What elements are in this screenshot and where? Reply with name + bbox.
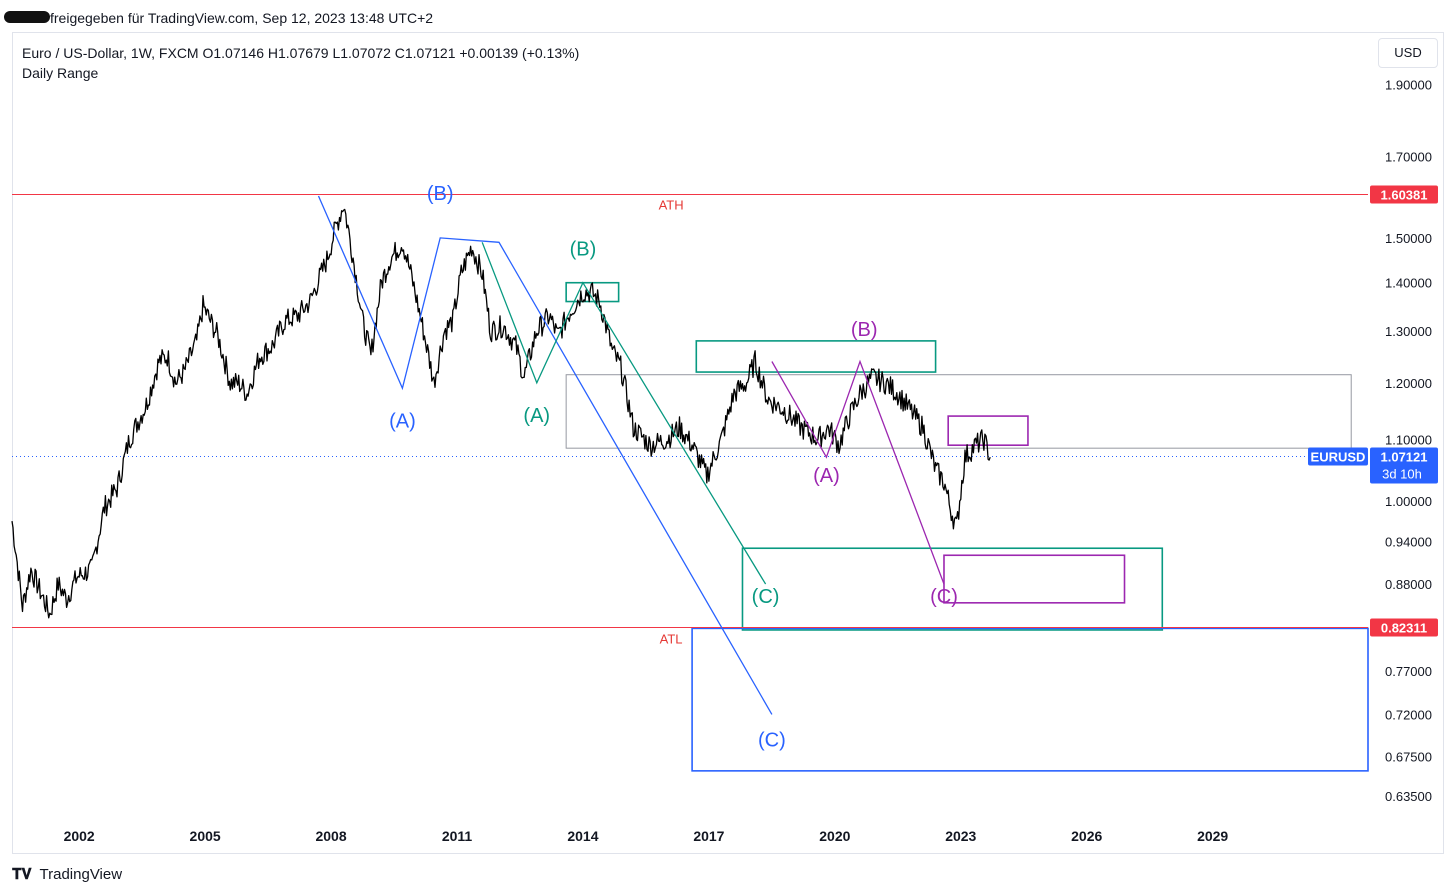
symbol-ohlc-line: Euro / US-Dollar, 1W, FXCM O1.07146 H1.0… — [22, 45, 580, 61]
level-label-atl: ATL — [660, 631, 683, 646]
wave-label-blue-1: (B) — [427, 183, 454, 205]
wave-labels-layer: (A) (B) (C) (A) (B) (C) (A) (B) (C) — [389, 183, 958, 752]
indicator-label[interactable]: Daily Range — [22, 65, 99, 81]
symbol-tag — [1308, 447, 1368, 466]
x-axis: 2002 2005 2008 2011 2014 2017 2020 2023 2026 2029 — [64, 828, 1229, 844]
price-series-layer — [11, 208, 991, 619]
x-tick-label: 2017 — [693, 828, 724, 844]
x-tick-label: 2005 — [190, 828, 221, 844]
zone-gray-0 — [565, 374, 1352, 449]
y-tick-label: 1.10000 — [1385, 432, 1432, 447]
price-tag-value: 0.82311 — [1381, 620, 1427, 635]
wave-line-blue — [317, 195, 773, 715]
brand-name: TradingView — [39, 866, 123, 883]
y-axis: 1.90000 1.70000 1.50000 1.40000 1.30000 1.200… — [1385, 77, 1432, 803]
footer-brand: 𝐓𝐕 TradingView — [12, 866, 122, 883]
x-tick-label: 2029 — [1197, 828, 1228, 844]
share-header: freigegeben für TradingView.com, Sep 12,… — [0, 0, 1456, 32]
zone-green-4 — [741, 547, 1164, 631]
levels-layer: ATH ATL — [12, 193, 1368, 646]
wave-label-green-4: (B) — [570, 238, 597, 260]
y-tick-label: 1.20000 — [1385, 376, 1432, 391]
y-tick-label: 0.63500 — [1385, 789, 1432, 804]
level-label-ath: ATH — [659, 197, 684, 212]
y-tick-label: 0.94000 — [1385, 534, 1432, 549]
y-tick-label: 0.72000 — [1385, 707, 1432, 722]
current-price-tag — [1370, 447, 1438, 484]
y-tick-label: 1.30000 — [1385, 324, 1432, 339]
zone-purple-5 — [943, 554, 1126, 604]
wave-label-green-3: (A) — [523, 405, 550, 427]
tradingview-logo-icon: 𝐓𝐕 — [12, 866, 32, 883]
y-tick-label: 0.67500 — [1385, 749, 1432, 764]
wave-label-purple-6: (A) — [813, 465, 840, 487]
price-tags-layer: 1.60381 0.82311 EURUSD 1.07121 3d 10h — [1308, 185, 1438, 637]
y-tick-label: 1.40000 — [1385, 276, 1432, 291]
y-tick-label: 0.88000 — [1385, 577, 1432, 592]
price-tag-value: 1.60381 — [1381, 187, 1428, 202]
redacted-username — [4, 11, 50, 23]
y-tick-label: 1.90000 — [1385, 77, 1432, 92]
current-price-value: 1.07121 — [1381, 449, 1428, 464]
y-tick-label: 1.00000 — [1385, 494, 1432, 509]
zone-purple-3 — [947, 415, 1029, 446]
x-tick-label: 2008 — [315, 828, 346, 844]
wave-label-blue-2: (C) — [758, 730, 786, 752]
x-tick-label: 2020 — [819, 828, 850, 844]
wave-line-green — [481, 242, 767, 585]
shared-info-text: freigegeben für TradingView.com, Sep 12,… — [50, 10, 434, 26]
zone-blue-6 — [691, 627, 1369, 772]
bar-countdown: 3d 10h — [1382, 466, 1422, 481]
y-tick-label: 1.70000 — [1385, 150, 1432, 165]
zones-layer — [565, 281, 1369, 772]
wave-label-green-5: (C) — [752, 586, 780, 608]
wave-label-purple-7: (B) — [851, 319, 878, 341]
x-tick-label: 2011 — [442, 828, 473, 844]
symbol-tag-text: EURUSD — [1311, 449, 1366, 464]
y-tick-label: 1.50000 — [1385, 231, 1432, 246]
wave-label-purple-8: (C) — [930, 586, 958, 608]
x-tick-label: 2014 — [567, 828, 598, 844]
chart-legend: Euro / US-Dollar, 1W, FXCM O1.07146 H1.0… — [22, 43, 579, 83]
wave-line-purple — [771, 359, 945, 585]
waves-layer — [317, 195, 945, 715]
x-tick-label: 2026 — [1071, 828, 1102, 844]
price-tag-ath — [1370, 185, 1438, 204]
zone-green-2 — [695, 340, 937, 373]
price-tag-atl — [1370, 618, 1438, 637]
currency-button[interactable]: USD — [1378, 38, 1438, 68]
x-tick-label: 2002 — [64, 828, 95, 844]
price-series-line — [11, 208, 991, 619]
y-tick-label: 0.77000 — [1385, 664, 1432, 679]
chart-frame — [12, 32, 1444, 854]
x-tick-label: 2023 — [945, 828, 976, 844]
wave-label-blue-0: (A) — [389, 411, 416, 433]
